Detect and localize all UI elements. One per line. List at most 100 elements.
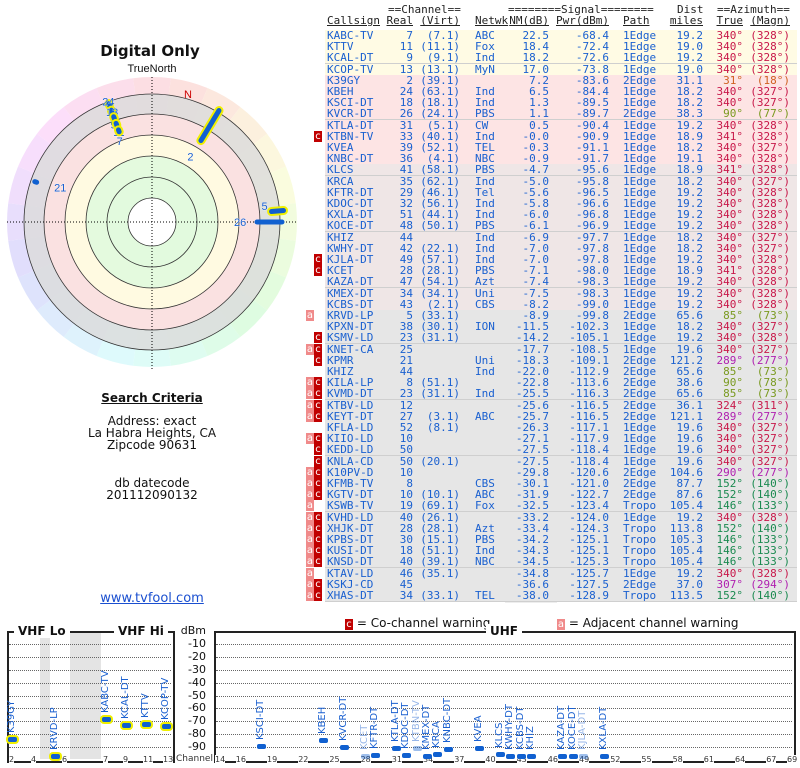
callsign[interactable]: KUSI-DT: [327, 544, 374, 558]
distance: 19.2: [676, 118, 704, 132]
callsign[interactable]: KRCA: [327, 174, 354, 188]
callsign[interactable]: KPMR: [327, 353, 354, 367]
power: -117.9: [569, 432, 609, 446]
callsign[interactable]: KHIZ: [327, 365, 354, 378]
callsign[interactable]: KEDD-LD: [327, 443, 374, 457]
virtual-channel: (28.1): [420, 264, 460, 278]
callsign[interactable]: KSWB-TV: [327, 499, 374, 513]
table-row[interactable]: KABC-TV 7 (7.1) ABC 22.5 -68.4 1Edge 19.2 340° (3…: [325, 30, 797, 42]
real-channel: 48: [399, 219, 413, 233]
co-channel-flag-icon: c: [314, 489, 322, 501]
callsign[interactable]: KEYT-DT: [327, 409, 374, 423]
table-row[interactable]: KSMV-LD 23 (31.1) -14.2 -105.1 1Edge 19.2 340° (…: [325, 331, 797, 345]
path: 1Edge: [623, 197, 657, 210]
table-row[interactable]: KNSD-DT 40 (39.1) NBC -34.5 -125.3 Tropo 105.4 1…: [325, 555, 797, 569]
callsign[interactable]: KVMD-DT: [327, 387, 374, 401]
callsign[interactable]: KRVD-LP: [327, 309, 374, 322]
callsign[interactable]: KTTV: [327, 40, 354, 54]
table-row[interactable]: KTLA-DT 31 (5.1) CW 0.5 -90.4 1Edge 19.2 340° (32…: [325, 118, 797, 132]
column-header-nmdb: NM(dB): [509, 14, 549, 27]
callsign[interactable]: KNBC-DT: [327, 152, 374, 166]
channel-tick: 34: [423, 755, 434, 764]
y-tick-label: -70: [188, 714, 206, 728]
table-row[interactable]: KDOC-DT 32 (56.1) Ind -5.8 -96.6 1Edge 19.2 340°…: [325, 198, 797, 210]
callsign[interactable]: KTBV-LD: [327, 398, 374, 412]
callsign[interactable]: XHAS-DT: [327, 589, 374, 602]
distance: 19.2: [676, 331, 704, 345]
callsign[interactable]: KIIO-LD: [327, 432, 374, 446]
callsign[interactable]: KPXN-DT: [327, 320, 374, 334]
callsign[interactable]: KWHY-DT: [327, 241, 374, 255]
table-row[interactable]: KOCE-DT 48 (50.1) PBS -6.1 -96.9 1Edge 19.2 340°…: [325, 219, 797, 233]
callsign[interactable]: KGTV-DT: [327, 488, 374, 502]
callsign[interactable]: KCBS-DT: [327, 297, 374, 311]
power: -72.6: [575, 51, 609, 65]
table-row[interactable]: KAZA-DT 47 (54.1) Azt -7.4 -98.3 1Edge 19.2 340°…: [325, 275, 797, 289]
callsign[interactable]: KNET-CA: [327, 342, 374, 356]
callsign[interactable]: KILA-LP: [327, 376, 374, 390]
callsign[interactable]: KMEX-DT: [327, 286, 374, 300]
distance: 19.6: [676, 342, 704, 356]
callsign[interactable]: KOCE-DT: [327, 219, 374, 233]
callsign[interactable]: KLCS: [327, 163, 354, 177]
power: -102.3: [569, 320, 609, 334]
azimuth-magnetic: (327°): [750, 241, 790, 255]
table-row[interactable]: K39GY 2 (39.1) 7.2 -83.6 2Edge 31.1 31° (18°): [325, 73, 797, 87]
path: Tropo: [623, 544, 657, 558]
callsign[interactable]: KNLA-CD: [327, 454, 374, 468]
callsign[interactable]: KTAV-LD: [327, 566, 374, 580]
callsign[interactable]: XHJK-DT: [327, 521, 374, 535]
azimuth-magnetic: (328°): [750, 197, 790, 210]
channel-tick: 61: [703, 755, 714, 764]
callsign[interactable]: KCAL-DT: [327, 51, 374, 65]
power: -68.4: [575, 29, 609, 42]
callsign[interactable]: KTBN-TV: [327, 129, 374, 143]
azimuth-magnetic: (277°): [750, 465, 790, 479]
table-row[interactable]: KVHD-LD 40 (26.1) -33.2 -124.0 1Edge 19.2 340° (…: [325, 510, 797, 524]
callsign[interactable]: K39GY: [327, 73, 361, 87]
callsign[interactable]: KSCI-DT: [327, 96, 374, 110]
callsign[interactable]: KPBS-DT: [327, 533, 374, 546]
callsign[interactable]: KNSD-DT: [327, 555, 374, 569]
callsign[interactable]: KSKJ-CD: [327, 577, 374, 591]
real-channel: 10: [399, 432, 413, 446]
callsign[interactable]: KJLA-DT: [327, 253, 374, 266]
callsign[interactable]: KFLA-LD: [327, 421, 374, 434]
callsign[interactable]: KVCR-DT: [327, 107, 374, 121]
table-row[interactable]: KVCR-DT 26 (24.1) PBS 1.1 -89.7 2Edge 38.3 90° (7…: [325, 107, 797, 121]
y-tick-label: -90: [188, 740, 206, 753]
table-row[interactable]: KTBV-LD 12 -25.6 -116.5 2Edge 36.1 324° (311°): [325, 398, 797, 412]
callsign[interactable]: KHIZ: [327, 230, 354, 244]
callsign[interactable]: KXLA-DT: [327, 208, 374, 222]
table-row[interactable]: XHAS-DT 34 (33.1) TEL -38.0 -128.9 Tropo 113.5 1…: [325, 590, 797, 602]
callsign[interactable]: K10PV-D: [327, 465, 374, 479]
channel-tick: 7: [103, 755, 109, 764]
callsign[interactable]: KBEH: [327, 85, 354, 98]
callsign[interactable]: KAZA-DT: [327, 275, 374, 289]
network: Ind: [475, 174, 495, 188]
distance: 19.2: [676, 219, 704, 233]
callsign[interactable]: KCET: [327, 264, 354, 278]
callsign[interactable]: KVHD-LD: [327, 510, 374, 524]
callsign[interactable]: KFTR-DT: [327, 185, 374, 199]
tvfool-link[interactable]: www.tvfool.com: [100, 591, 204, 606]
callsign[interactable]: KDOC-DT: [327, 197, 374, 210]
callsign[interactable]: KSMV-LD: [327, 331, 374, 345]
table-row[interactable]: KPMR 21 Uni -18.3 -109.1 2Edge 121.2 289° (277°): [325, 353, 797, 367]
azimuth-true: 340°: [716, 197, 744, 210]
callsign[interactable]: KTLA-DT: [327, 118, 374, 132]
real-channel: 13: [399, 62, 413, 76]
callsign[interactable]: KFMB-TV: [327, 477, 374, 490]
table-row[interactable]: KCAL-DT 9 (9.1) Ind 18.2 -72.6 1Edge 19.2 340° (3…: [325, 51, 797, 65]
table-row[interactable]: KTBN-TV 33 (40.1) Ind -0.0 -90.9 1Edge 18.9 341°…: [325, 129, 797, 143]
table-row[interactable]: KVMD-DT 23 (31.1) Ind -25.5 -116.3 2Edge 65.6 85…: [325, 387, 797, 401]
callsign[interactable]: KABC-TV: [327, 29, 374, 42]
station-marker: [102, 717, 111, 723]
table-row[interactable]: KSCI-DT 18 (18.1) Ind 1.3 -89.5 1Edge 18.2 340° (…: [325, 96, 797, 110]
distance: 18.9: [676, 264, 704, 278]
azimuth-true: 340°: [716, 208, 744, 222]
callsign[interactable]: KVEA: [327, 141, 354, 154]
callsign[interactable]: KCOP-TV: [327, 62, 374, 76]
network: ABC: [475, 409, 495, 423]
azimuth-true: 290°: [716, 465, 744, 479]
